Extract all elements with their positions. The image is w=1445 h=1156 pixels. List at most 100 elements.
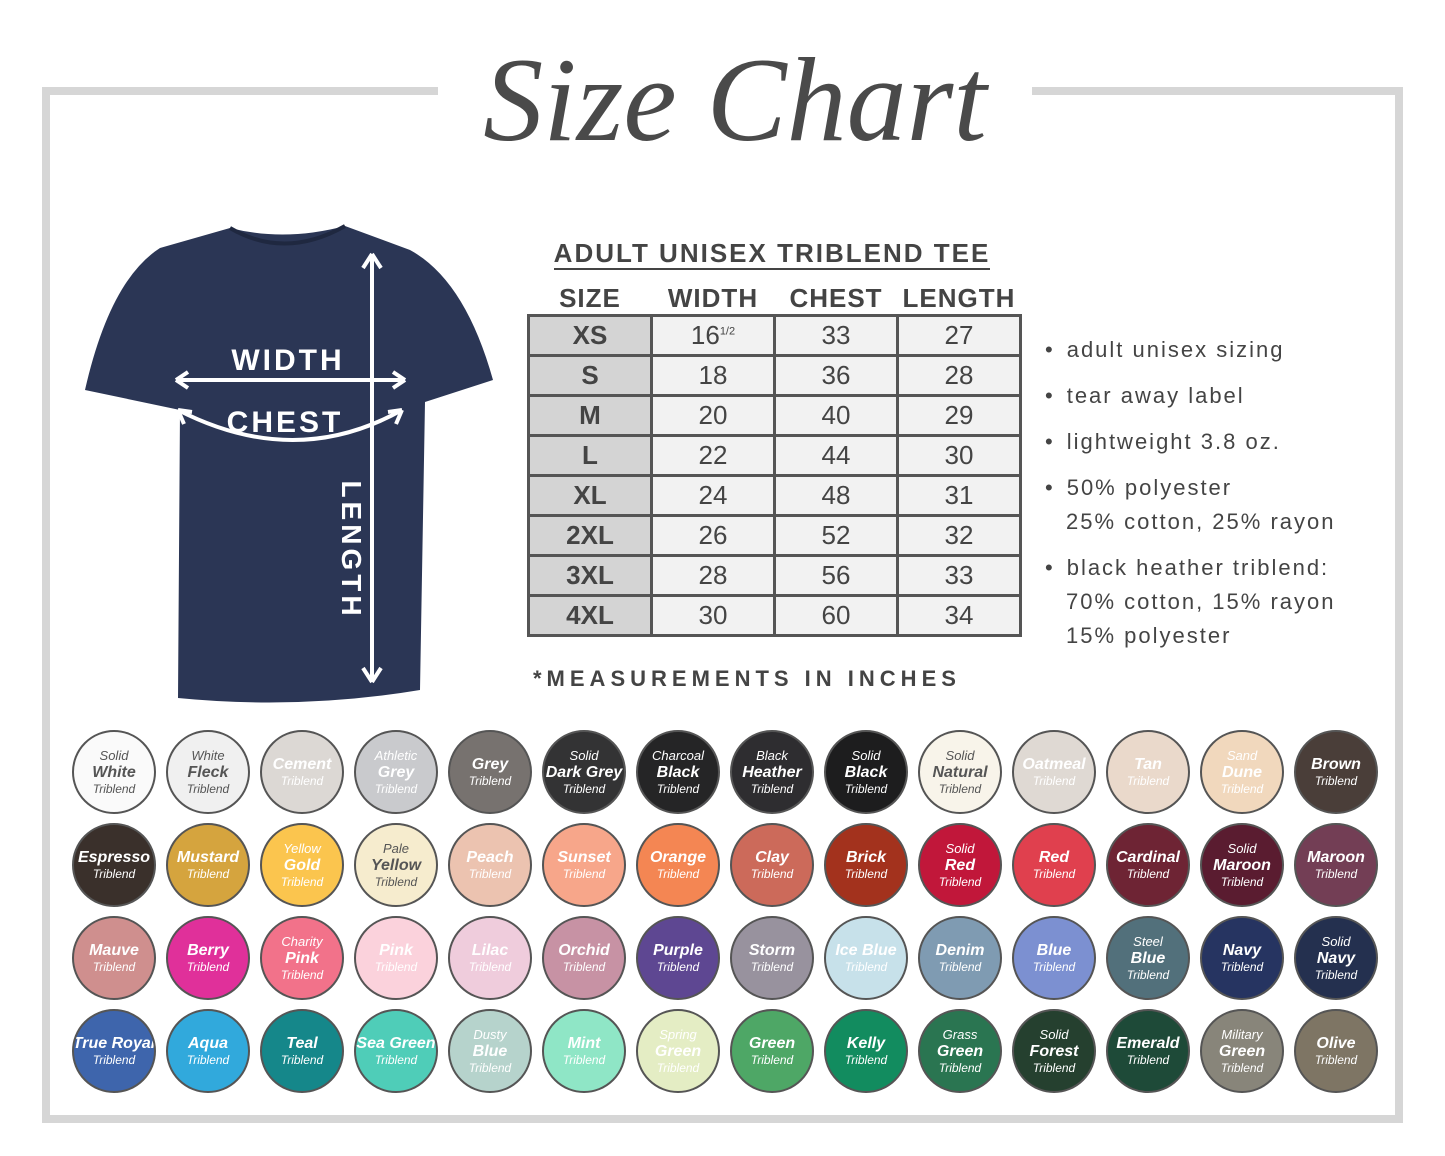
swatch-label: Dark Grey	[545, 763, 623, 781]
color-swatch: Solid White Triblend	[72, 730, 156, 814]
color-swatch: Blue Triblend	[1012, 916, 1096, 1000]
feature-item: lightweight 3.8 oz.	[1045, 425, 1335, 459]
swatch-label: Triblend	[468, 774, 512, 788]
swatch-label: Aqua	[188, 1035, 228, 1052]
swatch-label: Triblend	[280, 774, 324, 788]
swatch-label: Triblend	[186, 781, 230, 796]
swatch-label: Triblend	[374, 1053, 418, 1067]
swatch-label: Triblend	[656, 781, 700, 796]
swatch-label: Triblend	[562, 781, 606, 796]
page-title: Size Chart	[483, 33, 987, 166]
swatch-label: Mustard	[176, 849, 240, 866]
swatch-label: Triblend	[938, 960, 982, 974]
swatch-label: Triblend	[280, 874, 324, 889]
swatch-label: True Royal	[72, 1035, 156, 1052]
color-swatch: Solid Red Triblend	[918, 823, 1002, 907]
swatch-label: Triblend	[186, 960, 230, 974]
swatch-label: Heather	[742, 763, 802, 781]
swatch-label: Triblend	[186, 867, 230, 881]
feature-text: black heather triblend:	[1066, 555, 1330, 580]
swatch-label: Triblend	[938, 874, 982, 889]
swatch-label: Solid	[1227, 840, 1257, 856]
size-cell: M	[527, 394, 653, 437]
swatch-label: Triblend	[1220, 1060, 1264, 1075]
swatch-label: Triblend	[1220, 960, 1264, 974]
swatch-label: Triblend	[1220, 874, 1264, 889]
size-table: SIZE WIDTH CHEST LENGTH XS 161/2 33 27 S 18 36…	[527, 283, 1022, 637]
table-row: L 22 44 30	[527, 434, 1022, 477]
swatch-label: Orchid	[558, 942, 610, 959]
swatch-label: Triblend	[844, 1053, 888, 1067]
length-cell: 31	[896, 474, 1022, 517]
swatch-label: Triblend	[92, 1053, 136, 1067]
width-value: 18	[698, 360, 728, 390]
color-swatch: Black Heather Triblend	[730, 730, 814, 814]
size-cell: 4XL	[527, 594, 653, 637]
swatch-label: Charity	[281, 933, 323, 949]
size-cell: 3XL	[527, 554, 653, 597]
feature-item: black heather triblend: 70% cotton, 15% r…	[1045, 551, 1335, 653]
color-swatch: Pale Yellow Triblend	[354, 823, 438, 907]
header-chest: CHEST	[789, 283, 883, 313]
swatch-label: Triblend	[1126, 1053, 1170, 1067]
color-swatch: Solid Natural Triblend	[918, 730, 1002, 814]
swatch-label: Triblend	[1314, 967, 1358, 982]
swatch-label: Forest	[1029, 1042, 1079, 1060]
chest-cell: 60	[773, 594, 899, 637]
swatch-label: Triblend	[468, 960, 512, 974]
feature-item: tear away label	[1045, 379, 1335, 413]
table-row: 3XL 28 56 33	[527, 554, 1022, 597]
color-swatch: Oatmeal Triblend	[1012, 730, 1096, 814]
color-swatch: Sand Dune Triblend	[1200, 730, 1284, 814]
swatch-label: Triblend	[374, 960, 418, 974]
width-label: WIDTH	[231, 344, 344, 377]
swatch-label: Triblend	[280, 967, 324, 982]
size-cell: S	[527, 354, 653, 397]
feature-text: 70% cotton, 15% rayon	[1066, 589, 1336, 614]
swatch-label: Pink	[379, 942, 413, 959]
swatch-label: Solid	[945, 840, 975, 856]
swatch-label: Yellow	[283, 840, 321, 856]
color-swatch: Yellow Gold Triblend	[260, 823, 344, 907]
swatch-label: Triblend	[186, 1053, 230, 1067]
swatch-label: Blue	[472, 1042, 508, 1060]
swatch-label: Triblend	[750, 781, 794, 796]
color-swatch: Kelly Triblend	[824, 1009, 908, 1093]
color-swatch: Cardinal Triblend	[1106, 823, 1190, 907]
swatch-label: Triblend	[92, 867, 136, 881]
swatch-label: Gold	[283, 856, 321, 874]
swatch-label: Solid	[851, 747, 881, 763]
swatch-label: Denim	[935, 942, 985, 959]
color-swatch: Charity Pink Triblend	[260, 916, 344, 1000]
swatch-label: Brown	[1311, 756, 1361, 773]
color-swatch: Brown Triblend	[1294, 730, 1378, 814]
width-cell: 24	[650, 474, 776, 517]
swatch-label: Triblend	[374, 781, 418, 796]
length-cell: 28	[896, 354, 1022, 397]
color-swatch: Mustard Triblend	[166, 823, 250, 907]
swatch-label: White	[191, 747, 225, 763]
swatch-label: Triblend	[1220, 781, 1264, 796]
swatch-label: Lilac	[471, 942, 509, 959]
swatch-label: Emerald	[1116, 1035, 1180, 1052]
table-row: S 18 36 28	[527, 354, 1022, 397]
swatch-label: Olive	[1316, 1035, 1356, 1052]
swatch-label: Solid	[99, 747, 129, 763]
chest-cell: 56	[773, 554, 899, 597]
swatch-label: Triblend	[1314, 774, 1358, 788]
swatch-label: Black	[656, 763, 700, 781]
width-cell: 28	[650, 554, 776, 597]
swatch-label: Triblend	[280, 1053, 324, 1067]
swatch-label: Mauve	[89, 942, 139, 959]
swatch-label: Yellow	[370, 856, 422, 874]
chest-label: CHEST	[227, 406, 344, 439]
color-swatch: Emerald Triblend	[1106, 1009, 1190, 1093]
color-swatch: Steel Blue Triblend	[1106, 916, 1190, 1000]
width-value: 30	[698, 600, 728, 630]
swatch-label: Black	[756, 747, 788, 763]
color-swatch: Maroon Triblend	[1294, 823, 1378, 907]
color-swatch: Mauve Triblend	[72, 916, 156, 1000]
swatch-label: Blue	[1130, 949, 1166, 967]
swatch-label: Green	[654, 1042, 702, 1060]
color-swatches: Solid White Triblend White Fleck Triblend Ceme…	[72, 730, 1388, 1102]
